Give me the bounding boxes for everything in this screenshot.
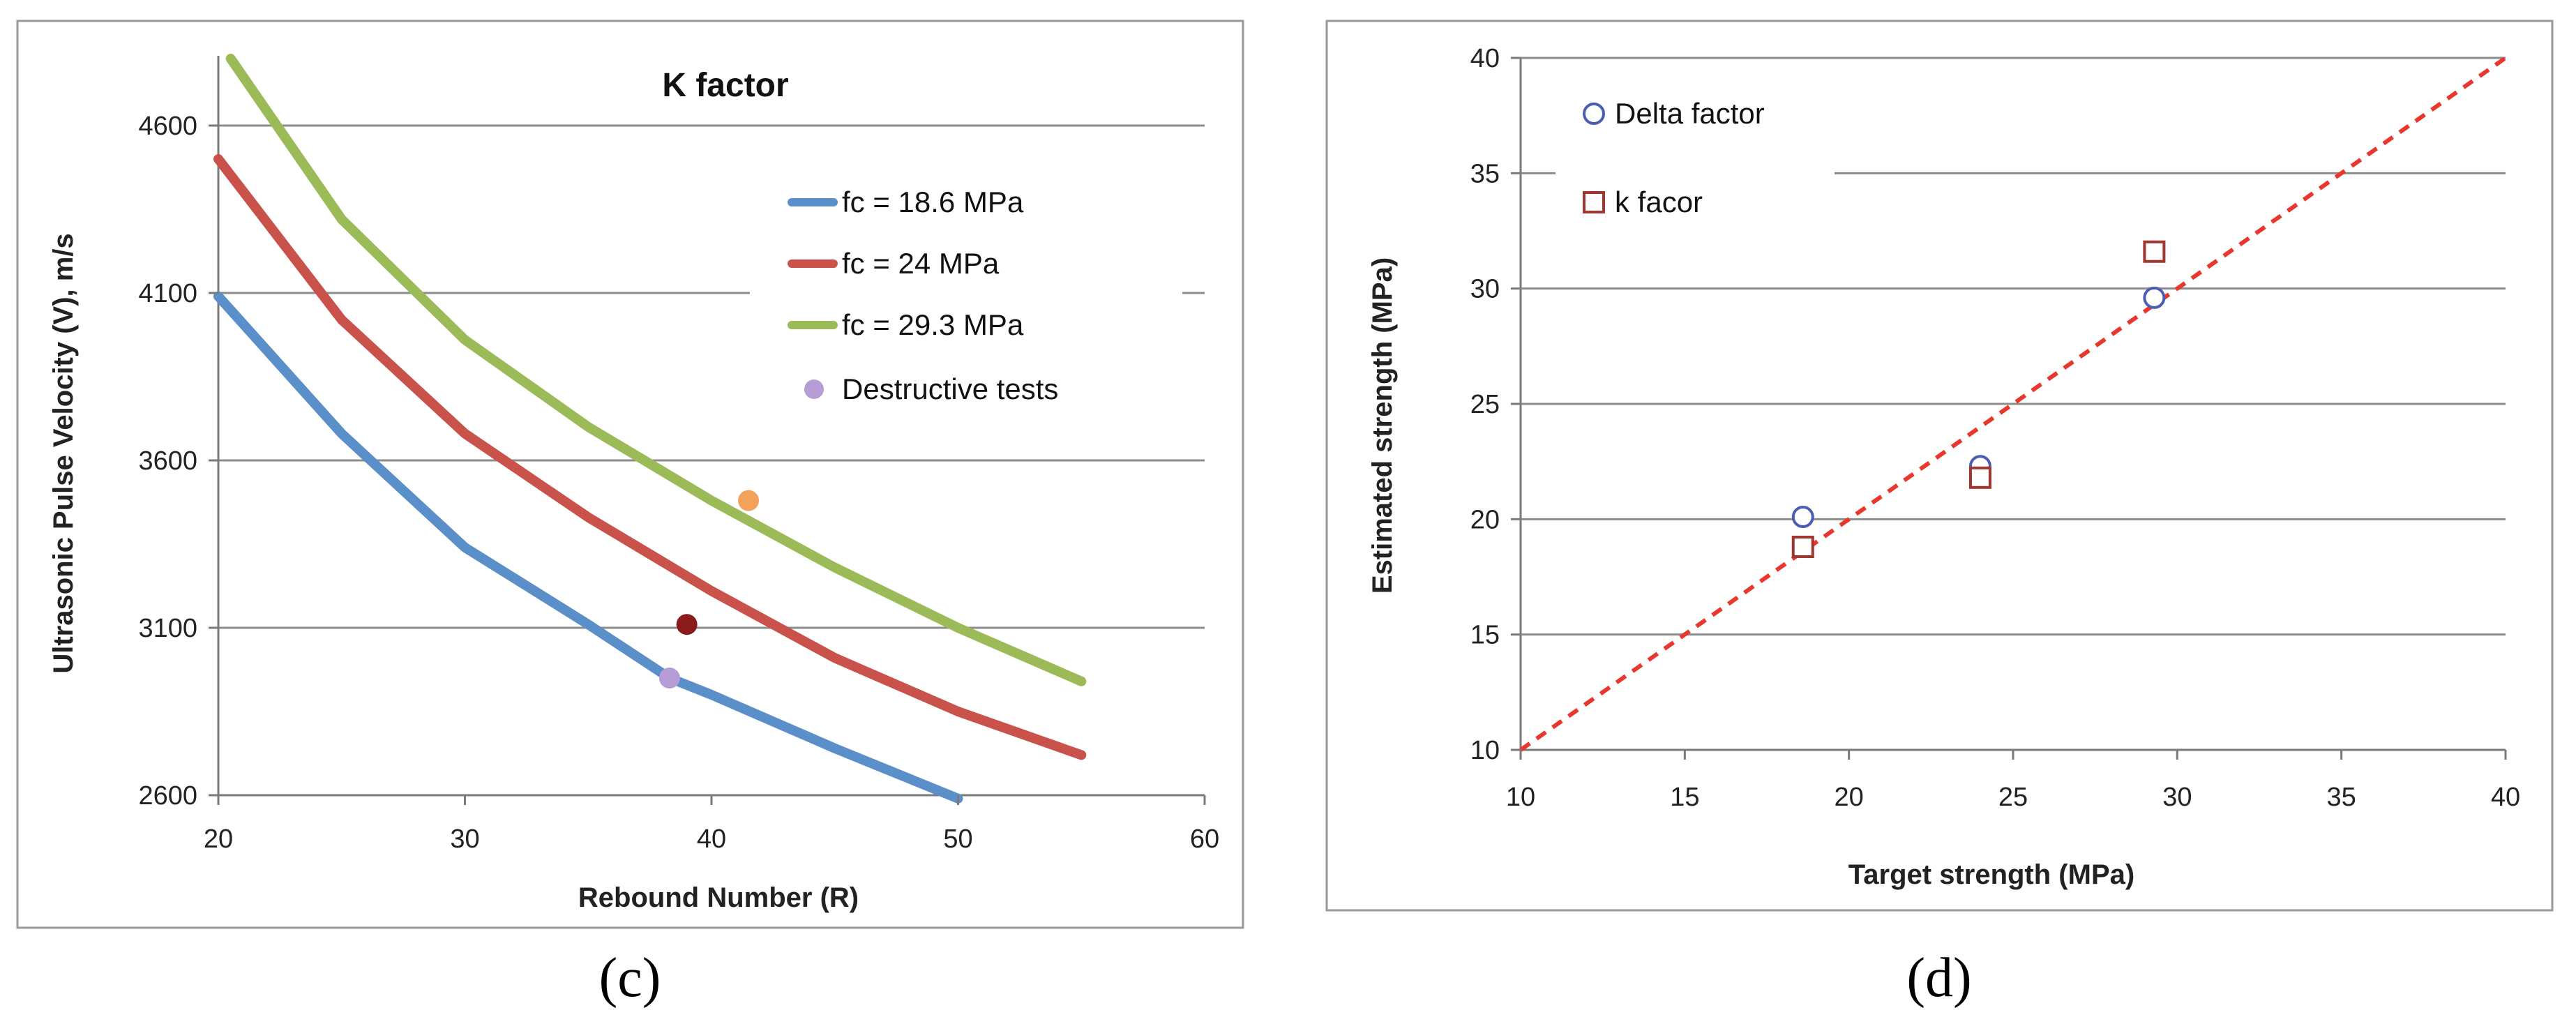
chart-c-y-ticks: 2600 3100 3600 4100 4600 [138,112,218,811]
chart-c: 2600 3100 3600 4100 4600 20 30 40 50 60 K factor… [16,20,1244,1009]
chart-d-legend: Delta factor k facor [1583,97,1765,218]
chart-d-k-point [2143,240,2166,263]
chart-d-y-tick-label: 35 [1470,159,1500,188]
chart-d-x-tick-label: 25 [1998,783,2028,812]
chart-c-data-point [738,490,760,511]
chart-d-y-tick-label: 25 [1470,390,1500,419]
chart-c-x-tick-label: 50 [943,825,972,854]
chart-d-legend-swatch [1583,191,1605,213]
chart-c-gridlines [218,124,1205,629]
chart-d-x-tick-label: 35 [2327,783,2356,812]
chart-c-x-tick-label: 30 [450,825,479,854]
panel-label-c: (c) [599,947,661,1009]
chart-c-x-tick-label: 40 [697,825,726,854]
chart-d-y-tick-label: 30 [1470,275,1500,304]
chart-d-x-axis-label: Target strength (MPa) [1848,859,2134,890]
chart-c-y-tick-label: 4600 [138,112,197,141]
chart-c-legend-label: Destructive tests [842,372,1058,405]
chart-c-series-line [213,154,1087,760]
chart-c-y-axis-label: Ultrasonic Pulse Velocity (V), m/s [48,233,79,673]
chart-c-y-tick-label: 2600 [138,781,197,811]
chart-c-series-line [225,54,1087,686]
chart-c-x-tick-label: 60 [1190,825,1219,854]
chart-d-x-tick-label: 10 [1506,783,1535,812]
chart-d-x-tick-label: 20 [1835,783,1864,812]
chart-d-y-ticks: 10 15 20 25 30 35 40 [1470,44,1521,765]
chart-c-data-point [658,668,680,688]
chart-d-k-point [1968,466,1991,489]
chart-c-legend: fc = 18.6 MPa fc = 24 MPa fc = 29.3 MPa Des… [788,186,1058,405]
chart-c-y-tick-label: 3600 [138,446,197,476]
chart-d-delta-point [2143,286,2166,309]
chart-d-x-ticks: 10 15 20 25 30 35 40 [1506,750,2520,812]
chart-d-delta-point [1791,506,1814,529]
chart-c-x-axis-label: Rebound Number (R) [578,882,859,913]
panel-label-d: (d) [1906,947,1971,1009]
chart-d-y-axis-label: Estimated strength (MPa) [1367,257,1398,594]
chart-c-legend-label: fc = 29.3 MPa [842,308,1024,341]
chart-d-legend-label: Delta factor [1615,97,1765,130]
chart-d-series [1791,240,2166,559]
chart-d-reference-line [1519,56,2507,752]
chart-c-x-tick-label: 20 [204,825,233,854]
chart-c-series [213,54,1087,804]
chart-d-x-tick-label: 40 [2491,783,2520,812]
chart-c-legend-label: fc = 24 MPa [842,247,1000,280]
chart-d-y-tick-label: 40 [1470,44,1500,73]
chart-d-x-tick-label: 30 [2162,783,2192,812]
chart-c-data-point [676,614,698,635]
chart-c-border [16,20,1244,929]
chart-d-y-tick-label: 10 [1470,736,1500,765]
chart-d-legend-label: k facor [1615,186,1703,218]
chart-c-series-line [213,291,963,804]
chart-c-y-tick-label: 4100 [138,279,197,308]
chart-d-border [1325,20,2554,912]
chart-d-reference-line-path [1519,56,2507,752]
chart-c-y-tick-label: 3100 [138,614,197,643]
chart-d-y-tick-label: 20 [1470,505,1500,534]
chart-d-k-point [1791,536,1814,559]
chart-d: 10 15 20 25 30 35 40 10 15 20 25 30 35 40 Target str… [1325,20,2554,1009]
chart-c-points [658,490,760,688]
chart-c-title: K factor [662,67,788,104]
chart-d-y-tick-label: 15 [1470,621,1500,650]
chart-d-x-tick-label: 15 [1670,783,1699,812]
chart-c-legend-swatch [804,379,824,399]
chart-c-legend-label: fc = 18.6 MPa [842,186,1024,218]
chart-d-legend-swatch [1583,103,1605,125]
chart-c-x-ticks: 20 30 40 50 60 [204,795,1219,854]
